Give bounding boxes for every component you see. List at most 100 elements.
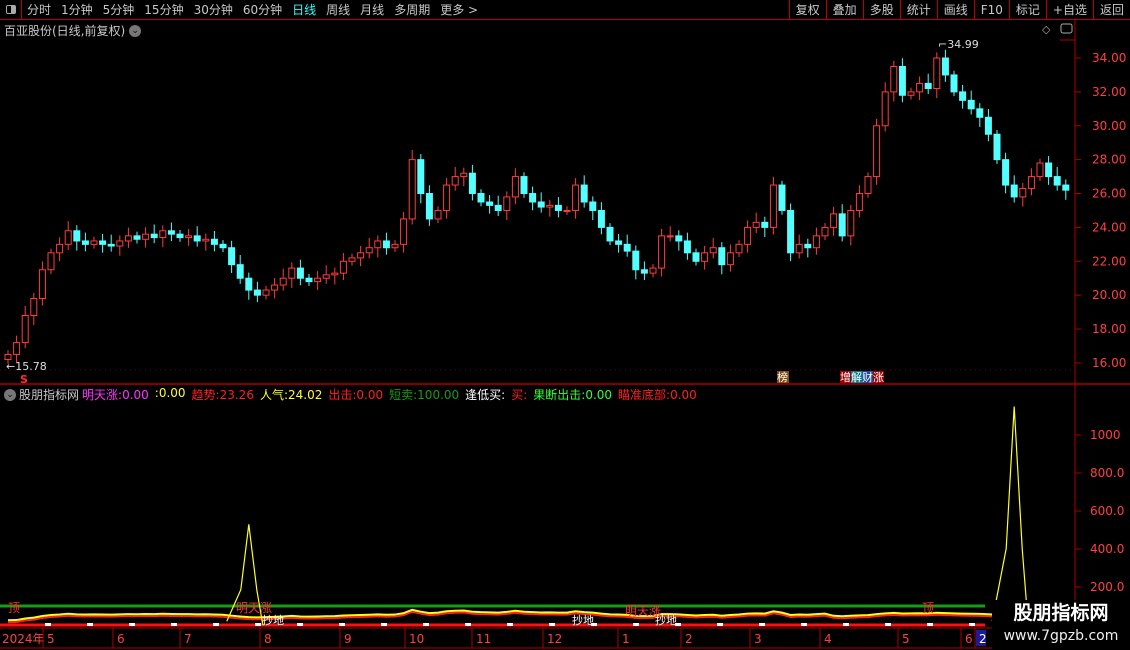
candle-body bbox=[4, 353, 12, 361]
candle-body bbox=[718, 247, 726, 266]
period-tab[interactable]: 30分钟 bbox=[193, 3, 233, 17]
period-tab[interactable]: 分时 bbox=[27, 3, 52, 17]
candle-body bbox=[941, 57, 949, 76]
bottom-signal-label: 抄地 bbox=[572, 613, 594, 627]
candle-body bbox=[812, 235, 820, 249]
spike-line bbox=[226, 524, 264, 626]
marker-tick bbox=[801, 623, 807, 626]
period-tab[interactable]: 日线 bbox=[292, 3, 317, 17]
toolbar-button[interactable]: 画线 bbox=[936, 0, 974, 20]
toolbar-button[interactable]: 叠加 bbox=[825, 0, 863, 20]
candle-body bbox=[305, 277, 313, 283]
candle-body bbox=[580, 184, 588, 203]
indicator-axis-label: 1000 bbox=[1090, 428, 1121, 442]
panel-icon bbox=[5, 5, 16, 14]
candle-body bbox=[959, 91, 967, 101]
panel-toggle-button[interactable] bbox=[0, 0, 22, 20]
date-label: 2 bbox=[979, 632, 987, 646]
candle-body bbox=[1036, 162, 1044, 178]
candle-body bbox=[64, 230, 72, 245]
indicator-value: 趋势:23.26 bbox=[192, 386, 254, 403]
period-tab[interactable]: 周线 bbox=[326, 3, 351, 17]
candle-body bbox=[443, 184, 451, 211]
period-tab[interactable]: 15分钟 bbox=[144, 3, 184, 17]
date-label: 2024年 bbox=[2, 632, 45, 646]
candle-body bbox=[425, 193, 433, 220]
candle-body bbox=[589, 201, 597, 211]
indicator-label: 果断出击: bbox=[533, 388, 586, 402]
marker-tick bbox=[339, 623, 345, 626]
indicator-number: 100.00 bbox=[417, 388, 460, 402]
candle-body bbox=[314, 277, 322, 283]
candle-body bbox=[666, 235, 674, 238]
period-tab[interactable]: 60分钟 bbox=[242, 3, 283, 17]
toolbar-button[interactable]: 复权 bbox=[788, 0, 826, 20]
indicator-value: 人气:24.02 bbox=[260, 386, 322, 403]
badge-text: 增 bbox=[840, 370, 851, 384]
candle-body bbox=[271, 284, 279, 291]
indicator-value: :0.00 bbox=[155, 386, 186, 403]
candle-body bbox=[572, 184, 580, 211]
period-tab[interactable]: 5分钟 bbox=[102, 3, 135, 17]
candle-body bbox=[993, 133, 1001, 161]
date-label: 8 bbox=[264, 632, 272, 646]
candle-body bbox=[339, 260, 347, 274]
candle-body bbox=[296, 267, 304, 279]
marker-tick bbox=[885, 623, 891, 626]
candle-body bbox=[245, 277, 253, 291]
candle-body bbox=[90, 240, 98, 245]
period-tab[interactable]: 月线 bbox=[360, 3, 385, 17]
marker-tick bbox=[549, 623, 555, 626]
candle-body bbox=[795, 243, 803, 254]
chart-title[interactable]: 百亚股份(日线,前复权) ⌄ bbox=[4, 22, 142, 39]
chevron-down-icon[interactable]: ⌄ bbox=[4, 388, 16, 401]
candle-body bbox=[537, 201, 545, 208]
candle-body bbox=[357, 252, 365, 259]
diamond-icon[interactable]: ◇ bbox=[1042, 23, 1051, 36]
toolbar-button[interactable]: 多股 bbox=[862, 0, 900, 20]
indicator-label: 瞄准底部: bbox=[618, 388, 671, 402]
candle-body bbox=[881, 91, 889, 127]
indicator-number: 0.00 bbox=[585, 388, 613, 402]
candle-body bbox=[606, 226, 614, 242]
toolbar-button[interactable]: +自选 bbox=[1045, 0, 1093, 20]
badge bbox=[840, 371, 851, 383]
date-label: 3 bbox=[754, 632, 762, 646]
candle-body bbox=[219, 243, 227, 249]
period-tab[interactable]: 更多 > bbox=[440, 3, 479, 17]
candle-body bbox=[116, 240, 124, 247]
candle-body bbox=[529, 193, 537, 203]
toolbar-button[interactable]: 返回 bbox=[1092, 0, 1130, 20]
toolbar-button[interactable]: F10 bbox=[973, 0, 1009, 20]
marker-tick bbox=[717, 623, 723, 626]
candle-body bbox=[1053, 176, 1061, 186]
candle-body bbox=[193, 235, 201, 242]
badge bbox=[862, 371, 873, 383]
candle-body bbox=[38, 269, 46, 300]
badge-text: 解 bbox=[851, 370, 862, 384]
indicator-name[interactable]: 股朋指标网 bbox=[19, 388, 80, 402]
candle-body bbox=[47, 252, 55, 271]
candle-body bbox=[30, 298, 38, 316]
candle-body bbox=[374, 240, 382, 249]
toolbar-button[interactable]: 统计 bbox=[899, 0, 937, 20]
chevron-down-icon[interactable]: ⌄ bbox=[129, 24, 142, 37]
period-tab[interactable]: 1分钟 bbox=[61, 3, 93, 17]
period-tab[interactable]: 多周期 bbox=[394, 3, 431, 17]
candle-body bbox=[236, 264, 244, 279]
candle-body bbox=[331, 272, 339, 276]
candle-body bbox=[649, 267, 657, 274]
candle-body bbox=[804, 243, 812, 249]
candle-body bbox=[692, 252, 700, 262]
candle-body bbox=[486, 201, 494, 206]
indicator-axis-label: 600.0 bbox=[1090, 504, 1124, 518]
indicator-label: 逢低买: bbox=[465, 388, 506, 402]
toolbar-button[interactable]: 标记 bbox=[1008, 0, 1046, 20]
marker-tick bbox=[927, 623, 933, 626]
date-label: 5 bbox=[902, 632, 910, 646]
bottom-signal-label: 抄地 bbox=[262, 613, 284, 627]
sell-signal: S bbox=[20, 373, 28, 386]
candle-body bbox=[417, 159, 425, 195]
badge bbox=[777, 371, 789, 383]
